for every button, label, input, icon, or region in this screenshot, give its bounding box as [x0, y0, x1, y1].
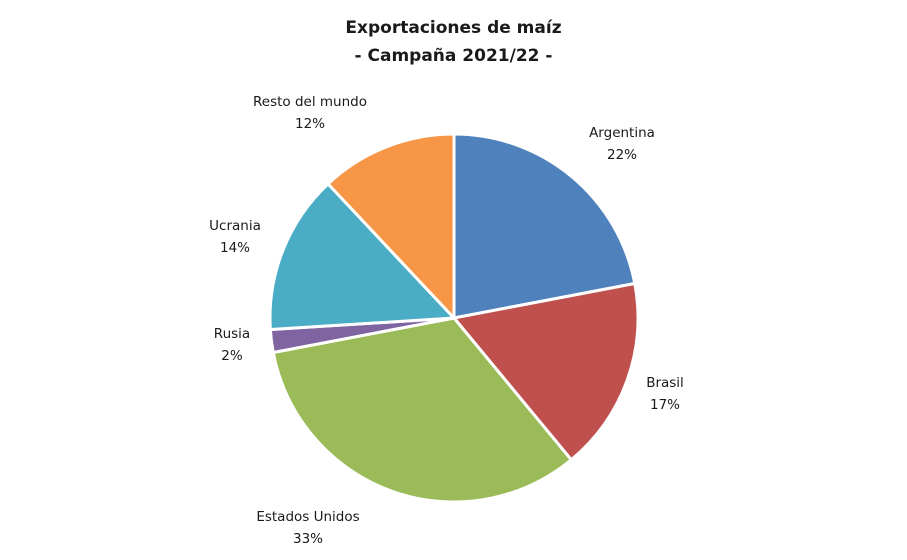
pie-slice-brasil — [451, 281, 640, 462]
label-name: Estados Unidos — [256, 509, 360, 525]
label-resto-del-mundo: Resto del mundo 12% — [253, 91, 367, 135]
label-value: 12% — [294, 116, 325, 132]
label-name: Argentina — [589, 125, 655, 141]
label-value: 14% — [219, 240, 250, 256]
label-name: Brasil — [646, 375, 684, 391]
label-estados-unidos: Estados Unidos 33% — [256, 506, 359, 550]
pie-slice-resto-del-mundo — [325, 132, 456, 322]
label-value: 2% — [221, 348, 243, 364]
label-name: Resto del mundo — [253, 94, 367, 110]
label-ucrania: Ucrania 14% — [209, 215, 261, 259]
label-name: Rusia — [213, 326, 251, 342]
label-name: Ucrania — [209, 218, 261, 234]
chart-subtitle: - Campaña 2021/22 - — [354, 46, 553, 66]
label-value: 33% — [292, 531, 323, 547]
label-value: 17% — [649, 397, 680, 413]
pie-slice-argentina — [452, 132, 637, 320]
label-value: 22% — [606, 147, 638, 163]
pie-slice-estados-unidos — [271, 316, 574, 504]
label-argentina: Argentina 22% — [589, 122, 655, 166]
label-rusia: Rusia 2% — [214, 323, 250, 367]
pie-slice-ucrania — [268, 181, 458, 332]
chart-title: Exportaciones de maíz — [345, 18, 562, 38]
label-brasil: Brasil 17% — [646, 372, 684, 416]
